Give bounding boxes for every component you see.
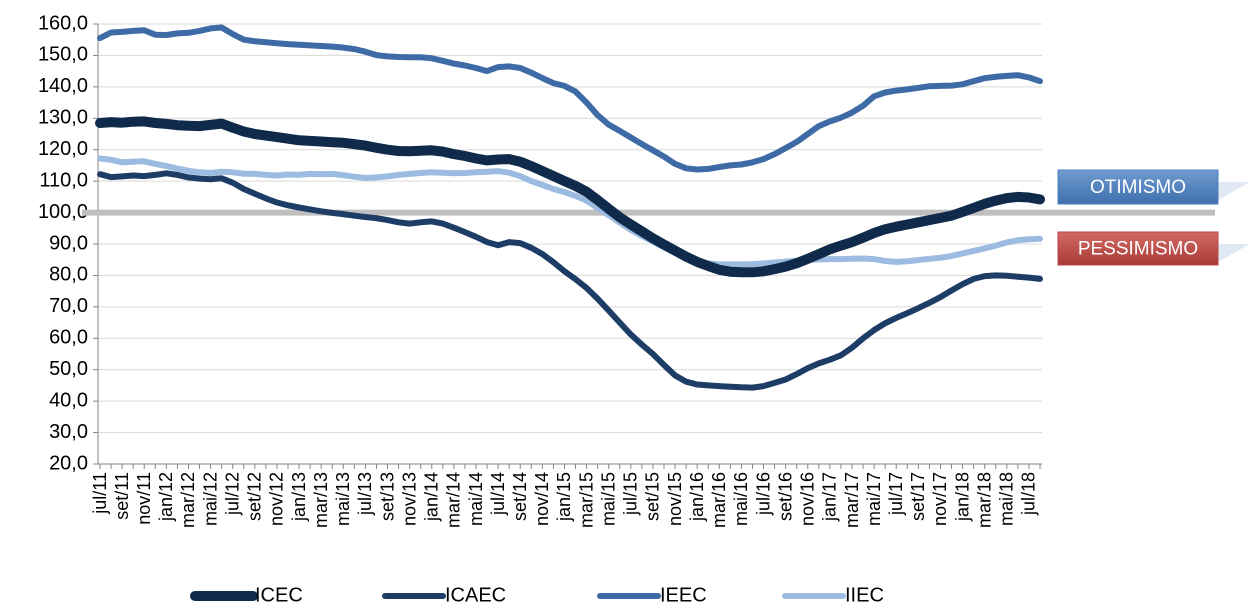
y-tick-label: 120,0 xyxy=(38,138,88,160)
x-tick-label: mar/17 xyxy=(842,472,862,528)
x-tick-label: nov/12 xyxy=(267,472,287,526)
x-tick-label: mar/12 xyxy=(178,472,198,528)
y-tick-label: 90,0 xyxy=(49,232,88,254)
annotation-box xyxy=(1057,169,1219,205)
x-tick-label: nov/16 xyxy=(798,472,818,526)
x-tick-label: set/11 xyxy=(112,472,132,520)
x-tick-label: jan/16 xyxy=(687,472,707,522)
legend-label: ICAEC xyxy=(445,584,506,606)
x-tick-label: mai/15 xyxy=(598,472,618,526)
x-tick-label: set/17 xyxy=(908,472,928,521)
x-tick-label: jul/18 xyxy=(1019,472,1039,516)
series-line xyxy=(97,155,1043,268)
x-tick-label: nov/17 xyxy=(930,472,950,526)
x-tick-label: jan/15 xyxy=(554,472,574,522)
y-tick-label: 60,0 xyxy=(49,327,88,349)
x-tick-label: jul/11 xyxy=(90,472,110,515)
x-tick-label: nov/14 xyxy=(532,472,552,526)
y-tick-label: 50,0 xyxy=(49,358,88,380)
series-line xyxy=(97,24,1043,173)
x-tick-label: mai/16 xyxy=(731,472,751,526)
x-tick-label: jan/18 xyxy=(952,472,972,522)
x-tick-label: nov/11 xyxy=(134,472,154,525)
legend-label: IEEC xyxy=(660,584,707,606)
x-tick-label: nov/15 xyxy=(665,472,685,526)
x-tick-label: jul/16 xyxy=(753,472,773,516)
x-tick-label: jan/17 xyxy=(820,472,840,522)
x-tick-label: jan/13 xyxy=(289,472,309,522)
x-tick-label: mar/15 xyxy=(576,472,596,528)
y-tick-label: 100,0 xyxy=(38,201,88,223)
annotation-text: PESSIMISMO xyxy=(1078,239,1198,260)
x-tick-label: jan/14 xyxy=(422,472,442,522)
y-tick-label: 80,0 xyxy=(49,264,88,286)
x-tick-label: jul/12 xyxy=(222,472,242,516)
x-tick-label: set/12 xyxy=(245,472,265,521)
x-tick-label: mai/12 xyxy=(200,472,220,526)
y-tick-label: 150,0 xyxy=(38,44,88,66)
x-tick-label: mar/13 xyxy=(311,472,331,528)
legend-label: IIEC xyxy=(845,584,884,606)
annotation-text: OTIMISMO xyxy=(1090,177,1186,198)
x-tick-label: set/15 xyxy=(643,472,663,521)
x-tick-label: set/16 xyxy=(775,472,795,521)
series-line xyxy=(97,170,1043,391)
x-tick-label: set/13 xyxy=(377,472,397,521)
x-tick-label: jan/12 xyxy=(156,472,176,522)
x-tick-label: jul/17 xyxy=(886,472,906,516)
x-tick-label: mai/13 xyxy=(333,472,353,526)
x-tick-label: nov/13 xyxy=(399,472,419,526)
y-tick-label: 30,0 xyxy=(49,421,88,443)
x-tick-label: mar/16 xyxy=(709,472,729,528)
x-tick-label: jul/13 xyxy=(355,472,375,516)
y-tick-label: 130,0 xyxy=(38,107,88,129)
x-tick-label: jul/15 xyxy=(621,472,641,516)
annotation-box xyxy=(1057,231,1219,266)
legend-label: ICEC xyxy=(255,584,303,606)
y-tick-label: 140,0 xyxy=(38,75,88,97)
y-tick-label: 160,0 xyxy=(38,12,88,34)
x-tick-label: mai/18 xyxy=(997,472,1017,526)
series-line xyxy=(95,116,1045,278)
y-tick-label: 110,0 xyxy=(39,169,88,191)
x-tick-label: jul/14 xyxy=(488,472,508,516)
y-tick-label: 20,0 xyxy=(49,452,88,474)
x-tick-label: mai/14 xyxy=(466,472,486,526)
y-tick-label: 40,0 xyxy=(49,389,88,411)
x-tick-label: mar/14 xyxy=(444,472,464,528)
y-tick-label: 70,0 xyxy=(49,295,88,317)
x-tick-label: set/14 xyxy=(510,472,530,521)
x-tick-label: mar/18 xyxy=(974,472,994,528)
x-tick-label: mai/17 xyxy=(864,472,884,526)
